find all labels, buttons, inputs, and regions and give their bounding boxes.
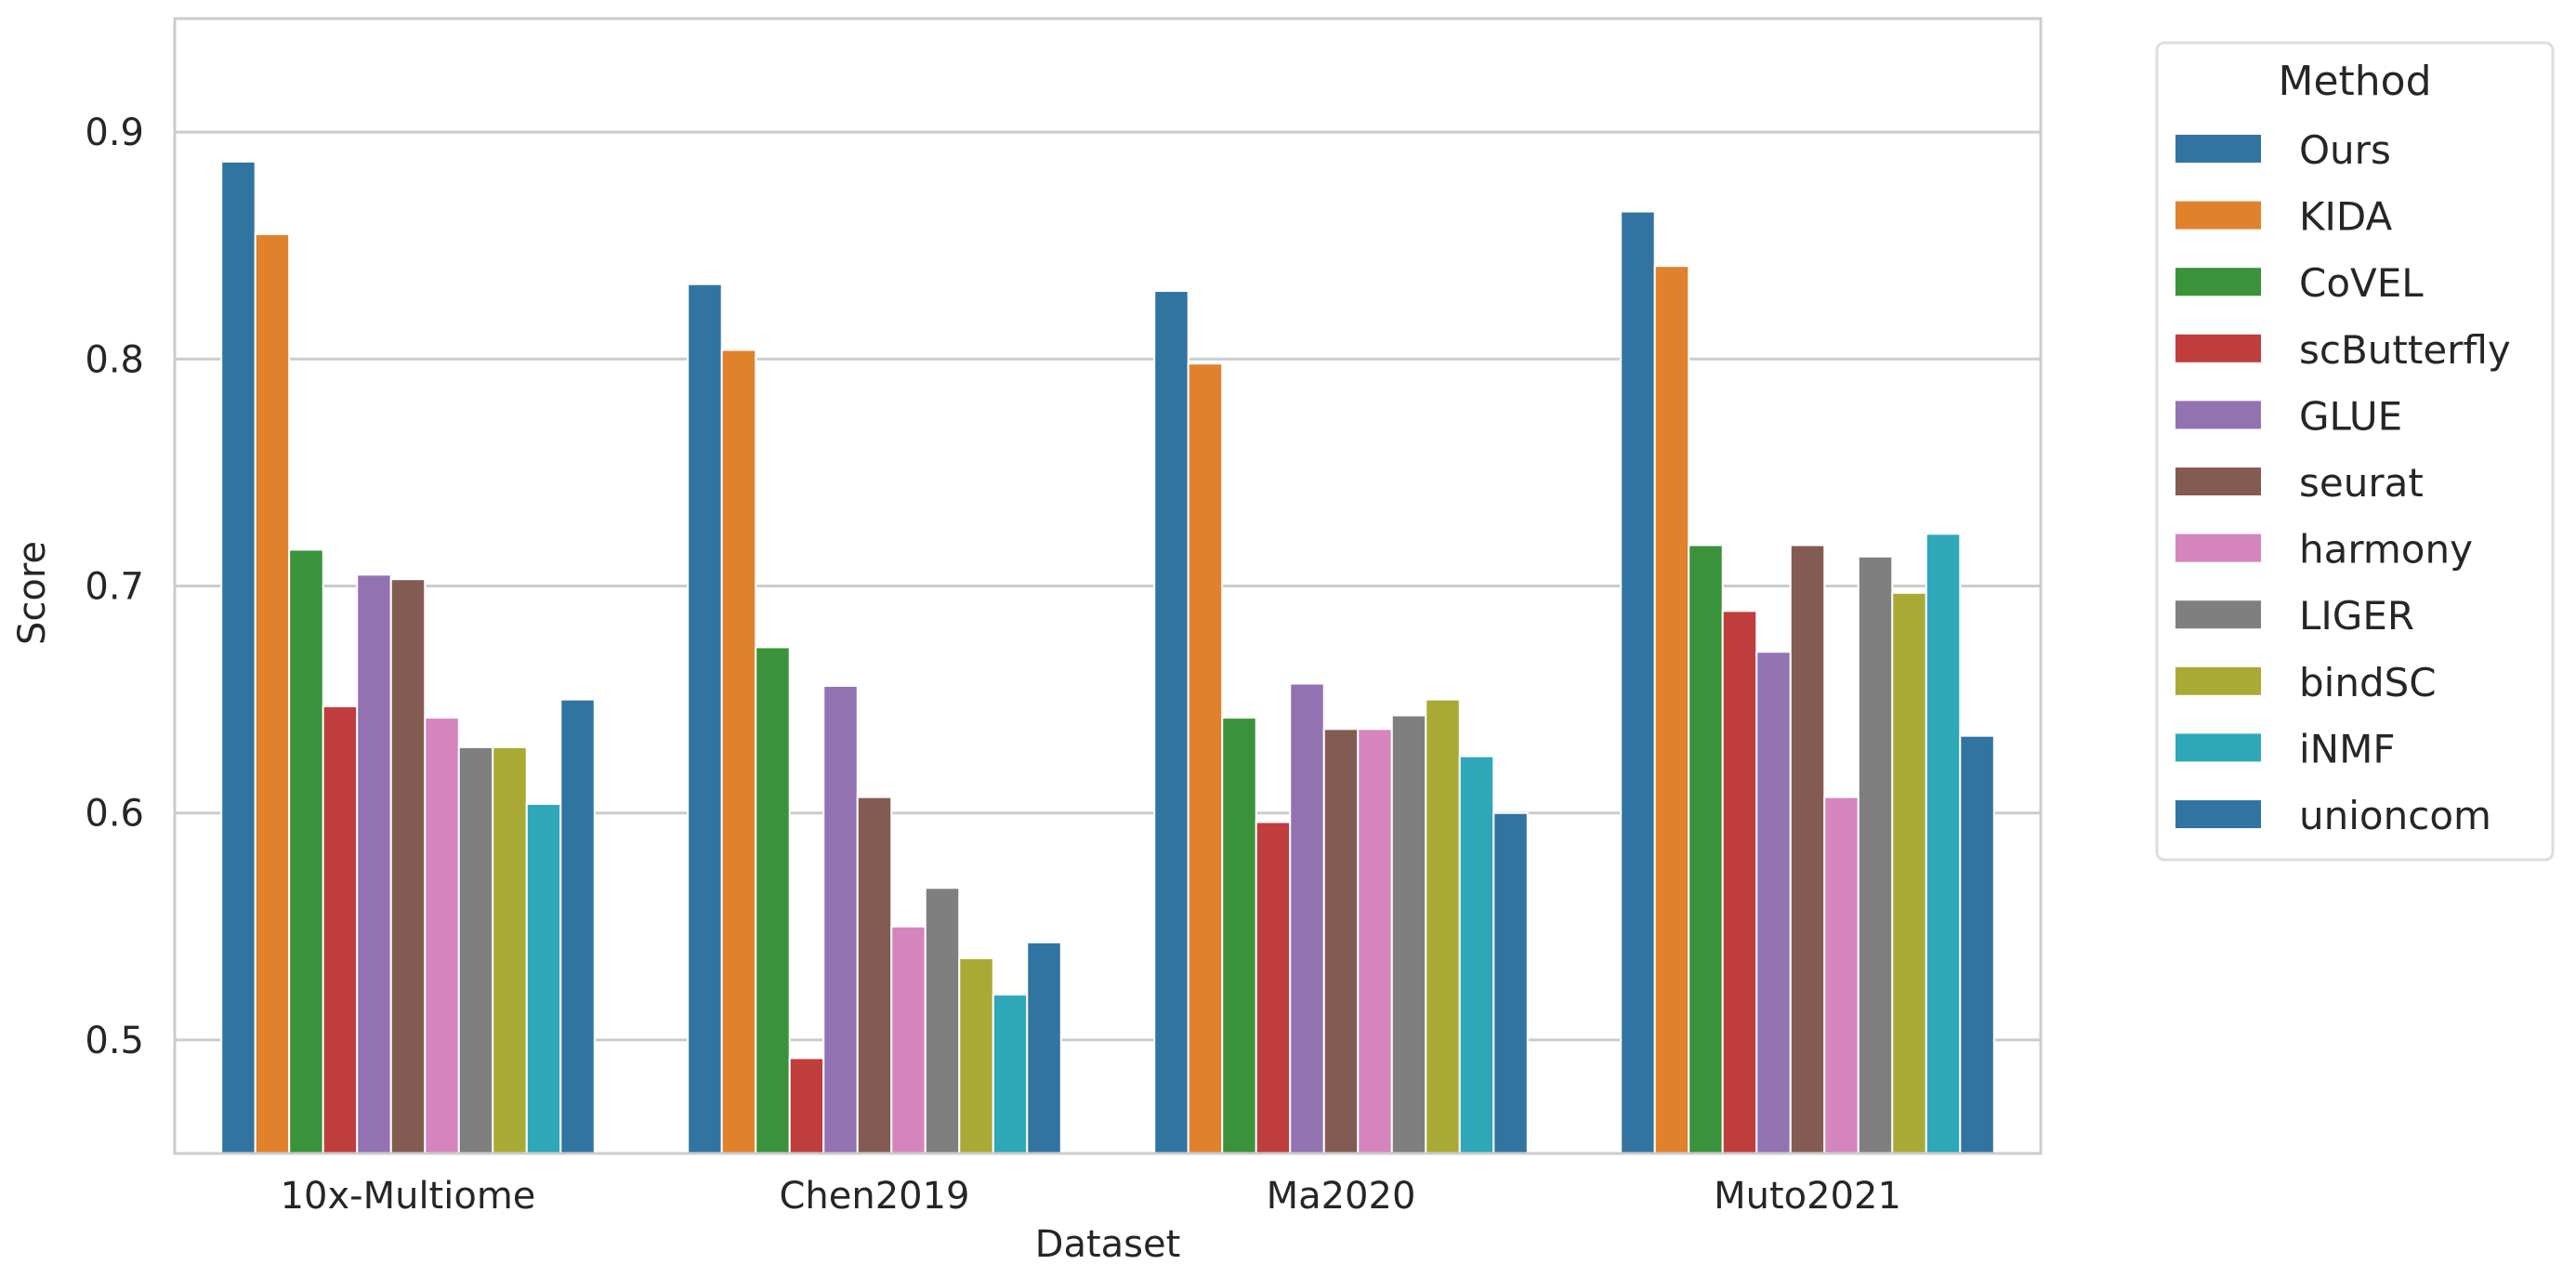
x-tick-label: 10x-Multiome xyxy=(281,1175,536,1218)
legend-label: KIDA xyxy=(2299,194,2393,240)
bar-inmf xyxy=(1458,755,1495,1155)
plot-frame xyxy=(173,17,2043,1155)
y-tick-label: 0.7 xyxy=(85,566,144,609)
bar-scbutterfly xyxy=(322,705,359,1155)
bar-harmony xyxy=(890,925,927,1154)
bar-covel xyxy=(288,548,324,1154)
bar-liger xyxy=(924,887,961,1154)
legend-swatch-ours xyxy=(2175,135,2261,163)
legend-label: CoVEL xyxy=(2299,260,2424,306)
legend-label: Ours xyxy=(2299,127,2391,173)
bar-unioncom xyxy=(1026,941,1062,1154)
bar-liger xyxy=(1390,714,1427,1154)
bar-covel xyxy=(1688,544,1724,1154)
x-tick-label: Muto2021 xyxy=(1714,1175,1901,1218)
legend-label: iNMF xyxy=(2299,726,2395,771)
legend-swatch-harmony xyxy=(2175,534,2261,562)
bar-bindsc xyxy=(1425,698,1461,1154)
y-tick-label: 0.5 xyxy=(85,1020,144,1062)
y-tick-label: 0.9 xyxy=(85,112,144,154)
bar-covel xyxy=(755,646,791,1154)
legend-label: harmony xyxy=(2299,527,2473,573)
bar-scbutterfly xyxy=(788,1057,825,1155)
legend-label: scButterfly xyxy=(2299,327,2511,373)
bar-seurat xyxy=(389,578,427,1154)
bar-kida xyxy=(254,232,291,1155)
bars xyxy=(220,160,1995,1155)
legend-swatch-covel xyxy=(2175,268,2261,296)
bar-ours xyxy=(1153,290,1189,1155)
legend-swatch-scbutterfly xyxy=(2175,334,2261,362)
legend-label: bindSC xyxy=(2299,660,2437,705)
bar-seurat xyxy=(1789,544,1826,1154)
bar-bindsc xyxy=(1891,591,1927,1154)
legend-swatch-unioncom xyxy=(2175,800,2261,828)
bar-ours xyxy=(220,160,256,1155)
legend-label: unioncom xyxy=(2299,793,2491,838)
bar-glue xyxy=(1755,651,1792,1154)
bar-kida xyxy=(1653,265,1690,1155)
bar-covel xyxy=(1221,717,1257,1154)
bar-scbutterfly xyxy=(1721,610,1758,1154)
bar-bindsc xyxy=(958,956,994,1155)
bar-ours xyxy=(1620,210,1656,1154)
legend-swatch-seurat xyxy=(2175,468,2261,495)
legend-title: Method xyxy=(2278,58,2431,105)
bar-kida xyxy=(720,349,757,1155)
bar-glue xyxy=(822,684,859,1154)
bar-seurat xyxy=(856,796,893,1155)
bar-bindsc xyxy=(492,745,528,1155)
bar-unioncom xyxy=(1492,811,1529,1154)
bar-unioncom xyxy=(1959,734,1995,1154)
bar-ours xyxy=(687,283,723,1154)
bar-seurat xyxy=(1322,728,1360,1154)
bar-unioncom xyxy=(559,698,596,1154)
bar-liger xyxy=(457,745,494,1155)
x-tick-label: Chen2019 xyxy=(779,1175,969,1218)
bar-glue xyxy=(1289,682,1325,1154)
legend-swatch-inmf xyxy=(2175,733,2261,762)
legend-swatch-bindsc xyxy=(2175,666,2261,695)
bar-harmony xyxy=(1823,796,1860,1155)
bar-kida xyxy=(1187,362,1224,1154)
x-axis-ticks: 10x-Multiome Chen2019 Ma2020 Muto2021 xyxy=(281,1175,1901,1218)
y-tick-label: 0.8 xyxy=(85,338,144,381)
bar-harmony xyxy=(424,717,460,1154)
x-axis-label: Dataset xyxy=(1035,1223,1181,1266)
y-axis-label: Score xyxy=(11,541,54,645)
y-axis-ticks: 0.5 0.6 0.7 0.8 0.9 xyxy=(85,112,144,1062)
legend-label: LIGER xyxy=(2299,593,2414,639)
legend: Method Ours KIDA CoVEL scButterfly GLUE seura… xyxy=(2155,41,2555,862)
y-tick-label: 0.6 xyxy=(85,793,144,836)
legend-box xyxy=(2155,41,2555,862)
legend-label: GLUE xyxy=(2299,393,2402,439)
legend-swatch-glue xyxy=(2175,401,2261,429)
x-tick-label: Ma2020 xyxy=(1267,1175,1416,1218)
bar-inmf xyxy=(1925,533,1962,1154)
bar-scbutterfly xyxy=(1255,821,1292,1155)
legend-label: seurat xyxy=(2299,460,2424,506)
bar-inmf xyxy=(525,802,562,1154)
bar-harmony xyxy=(1357,728,1393,1154)
legend-swatch-liger xyxy=(2175,600,2261,629)
bar-inmf xyxy=(992,994,1029,1155)
bar-glue xyxy=(356,573,392,1154)
bar-liger xyxy=(1857,555,1894,1154)
legend-swatch-kida xyxy=(2175,201,2261,230)
